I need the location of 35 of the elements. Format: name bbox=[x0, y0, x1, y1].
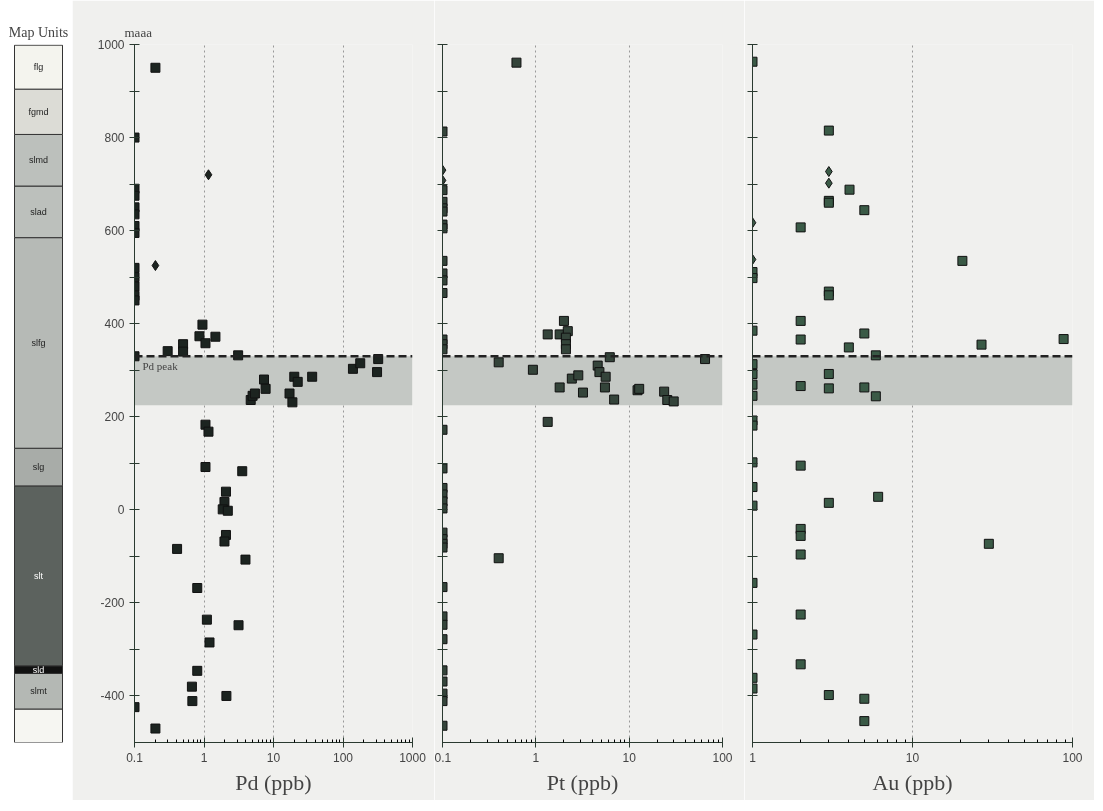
series-label: slmt bbox=[30, 686, 48, 697]
x-tick-label: 0.1 bbox=[126, 750, 144, 765]
series-label: sld bbox=[32, 664, 45, 675]
y-axis-title: maaa bbox=[124, 24, 153, 40]
series-label: slg bbox=[32, 462, 45, 473]
x-tick-label: 100 bbox=[712, 750, 733, 765]
x-tick-label: 1 bbox=[749, 750, 757, 765]
x-axis-title: Pt (ppb) bbox=[546, 769, 619, 795]
series-label: slad bbox=[30, 206, 47, 217]
x-tick-label: 10 bbox=[622, 750, 637, 765]
series-label: fgmd bbox=[28, 106, 49, 117]
y-tick-label: 400 bbox=[104, 317, 125, 332]
series-label: flg bbox=[33, 62, 44, 73]
x-axis-title: Pd (ppb) bbox=[235, 769, 312, 795]
chart-title: Map Units bbox=[8, 24, 69, 40]
y-tick-label: 0 bbox=[117, 503, 125, 518]
y-tick-label: 800 bbox=[104, 131, 125, 146]
x-tick-label: 10 bbox=[266, 750, 281, 765]
y-tick-label: -400 bbox=[100, 689, 125, 704]
x-tick-label: 100 bbox=[332, 750, 354, 765]
y-tick-label: -200 bbox=[100, 596, 125, 611]
x-tick-label: 1 bbox=[532, 750, 540, 765]
x-tick-label: 100 bbox=[1062, 750, 1083, 765]
x-tick-label: 1 bbox=[200, 750, 208, 765]
x-axis-title: Au (ppb) bbox=[872, 769, 953, 795]
ref-line-label: Pd peak bbox=[142, 360, 179, 373]
y-tick-label: 1000 bbox=[97, 38, 125, 52]
series-label: slfg bbox=[31, 337, 46, 348]
y-tick-label: 200 bbox=[104, 410, 125, 425]
x-tick-label: 1000 bbox=[399, 750, 427, 765]
x-tick-label: 10 bbox=[905, 750, 920, 765]
x-tick-label: 0.1 bbox=[434, 750, 452, 765]
series-label: slmd bbox=[29, 155, 49, 166]
series-label: slt bbox=[34, 570, 44, 581]
y-tick-label: 600 bbox=[104, 224, 125, 239]
